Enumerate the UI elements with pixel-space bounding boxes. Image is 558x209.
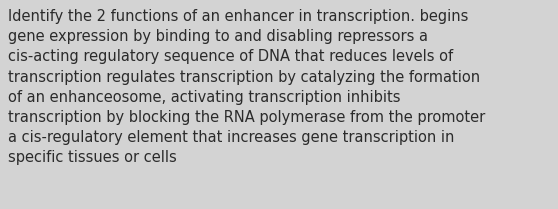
Text: Identify the 2 functions of an enhancer in transcription. begins
gene expression: Identify the 2 functions of an enhancer … [8, 9, 485, 165]
